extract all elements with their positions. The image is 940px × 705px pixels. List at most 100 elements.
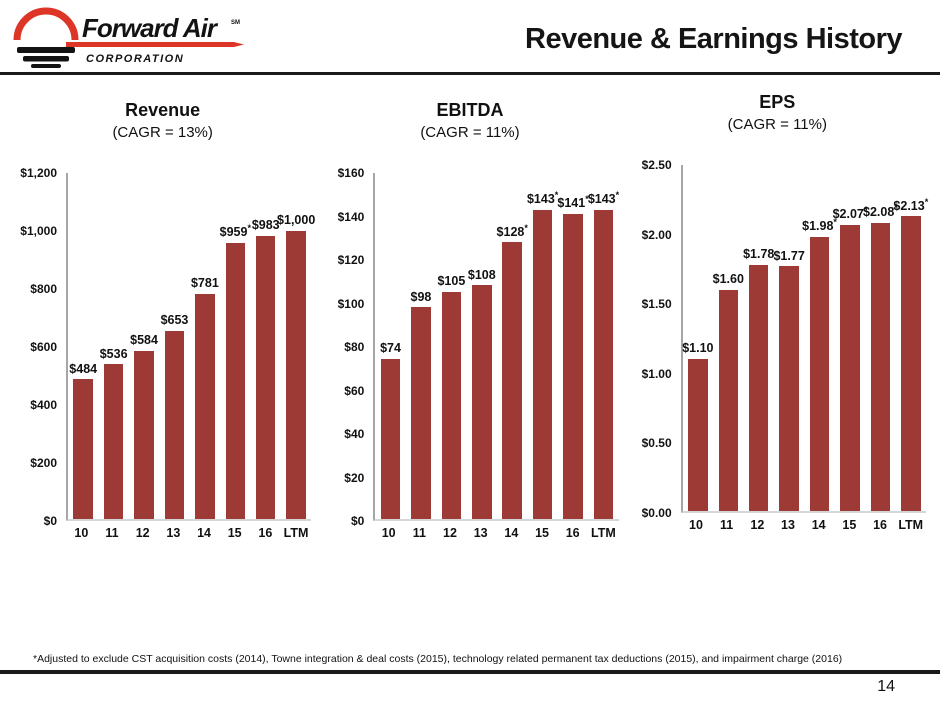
- logo-stripe-1: [17, 46, 75, 53]
- x-axis-tick-label: 11: [412, 526, 426, 540]
- bar-value-label: $2.07*: [832, 204, 868, 222]
- x-axis-tick-label: 11: [105, 526, 119, 540]
- y-axis-tick-label: $2.50: [641, 158, 672, 172]
- revenue-chart: Revenue (CAGR = 13%) $0 $200 $400 $600 $800 $…: [14, 100, 315, 540]
- bar-slot: $143*: [588, 173, 620, 519]
- bar: [502, 242, 522, 519]
- x-axis-tick-label: 10: [689, 518, 703, 532]
- bar-value-label: $2.13*: [893, 196, 929, 213]
- adjusted-asterisk: *: [247, 222, 251, 233]
- eps-x-axis: 10 11 12 13 14 15 16 LTM: [681, 518, 926, 532]
- revenue-plot-area: $484 $536 $584 $653 $781 $959* $983 $1,000: [66, 173, 315, 521]
- bar-slot: $1.10: [682, 165, 714, 511]
- logo-trademark: SM: [231, 20, 240, 26]
- bar-value-label: $781: [190, 276, 219, 291]
- revenue-chart-subtitle: (CAGR = 13%): [112, 124, 213, 141]
- bar-slot: $781: [190, 173, 220, 519]
- bar: [195, 293, 215, 519]
- bar: [532, 209, 553, 519]
- bar: [225, 242, 246, 519]
- bar-value-label: $536: [99, 346, 128, 361]
- y-axis-tick-label: $800: [30, 282, 57, 296]
- x-axis-tick-label: LTM: [283, 526, 309, 540]
- x-axis-tick-label: LTM: [898, 518, 924, 532]
- bar-value-label: $128*: [496, 222, 528, 239]
- bar: [809, 236, 830, 511]
- ebitda-plot: $0 $20 $40 $60 $80 $100 $120 $140 $160 $74 $98 $10…: [321, 166, 620, 528]
- bar-value-label: $143*: [526, 190, 559, 207]
- eps-plot-area: $1.10 $1.60 $1.78 $1.77 $1.98* $2.07* $2.08* $2…: [680, 165, 929, 513]
- bar: [840, 224, 860, 511]
- bar-slot: $983: [251, 173, 281, 519]
- eps-plot: $0.00 $0.50 $1.00 $1.50 $2.00 $2.50 $1.10 $1.6…: [629, 158, 929, 520]
- bar-value-label: $1.78: [743, 247, 775, 262]
- x-axis-tick-label: 10: [74, 526, 89, 540]
- bar-value-label: $653: [160, 313, 189, 328]
- bar-value-label: $1.77: [773, 248, 805, 263]
- header-divider: [0, 72, 940, 75]
- x-axis-tick-label: 15: [535, 526, 549, 540]
- bar: [901, 216, 921, 511]
- page-number: 14: [877, 678, 895, 695]
- y-axis-tick-label: $80: [344, 340, 365, 354]
- x-axis-tick-label: 12: [750, 518, 765, 532]
- y-axis-tick-label: $1,200: [20, 166, 57, 180]
- y-axis-tick-label: $0: [43, 514, 57, 528]
- bar-slot: $128*: [496, 173, 528, 519]
- bar-value-label: $584: [130, 333, 158, 348]
- bar-value-label: $74: [380, 341, 401, 356]
- eps-chart-subtitle: (CAGR = 11%): [727, 116, 827, 133]
- y-axis-tick-label: $400: [30, 398, 57, 412]
- x-axis-tick-label: 12: [443, 526, 457, 540]
- x-axis-tick-label: 13: [166, 526, 181, 540]
- ebitda-x-axis: 10 11 12 13 14 15 16 LTM: [373, 526, 618, 540]
- bar-value-label: $959*: [219, 222, 251, 239]
- adjusted-asterisk: *: [615, 190, 620, 201]
- y-axis-tick-label: $120: [337, 253, 365, 267]
- adjusted-asterisk: *: [833, 217, 837, 228]
- bar-slot: $2.07*: [832, 165, 868, 511]
- y-axis-tick-label: $600: [30, 340, 57, 354]
- bar-value-label: $2.08*: [862, 203, 898, 220]
- bar-value-label: $484: [69, 361, 98, 376]
- adjusted-asterisk: *: [524, 222, 528, 233]
- y-axis-tick-label: $1.00: [641, 366, 672, 381]
- y-axis-tick-label: $2.00: [641, 227, 672, 242]
- bar-slot: $1.77: [773, 165, 805, 511]
- ebitda-chart: EBITDA (CAGR = 11%) $0 $20 $40 $60 $80 $100 $1…: [321, 100, 620, 540]
- bar: [688, 358, 708, 511]
- y-axis-tick-label: $160: [337, 166, 365, 180]
- x-axis-tick-label: 10: [381, 526, 396, 540]
- bar: [103, 364, 124, 519]
- bar: [748, 264, 769, 511]
- logo-sun-arc: [13, 7, 79, 40]
- bar-slot: $584: [129, 173, 159, 519]
- bar-slot: $143*: [526, 173, 559, 519]
- logo-stripe-3: [31, 63, 61, 68]
- bar-slot: $1.78: [743, 165, 775, 511]
- bar-slot: $108: [467, 173, 497, 519]
- bar: [870, 223, 891, 511]
- adjusted-asterisk: *: [863, 204, 868, 215]
- logo-corporation-text: CORPORATION: [86, 53, 184, 65]
- bar: [441, 291, 462, 519]
- eps-chart-title: EPS: [759, 92, 796, 112]
- bar-slot: $1,000: [277, 173, 315, 519]
- x-axis-tick-label: 12: [135, 526, 150, 540]
- bar-value-label: $141*: [557, 194, 589, 211]
- ebitda-chart-title: EBITDA: [436, 100, 504, 120]
- footer-divider: [0, 670, 940, 674]
- x-axis-tick-label: 16: [258, 526, 273, 540]
- y-axis-tick-label: $40: [344, 427, 365, 441]
- header: Forward Air SM CORPORATION Revenue & Ear…: [0, 0, 940, 72]
- revenue-bars: $484 $536 $584 $653 $781 $959* $983 $1,000: [68, 173, 315, 519]
- logo-swoosh: [66, 41, 244, 47]
- bar-slot: $74: [375, 173, 405, 519]
- revenue-plot: $0 $200 $400 $600 $800 $1,000 $1,200 $484 $536 $…: [14, 166, 315, 528]
- x-axis-tick-label: 13: [473, 526, 488, 540]
- bar: [718, 289, 739, 511]
- ebitda-bars: $74 $98 $105 $108 $128* $143* $141* $143*: [375, 173, 620, 519]
- x-axis-tick-label: 13: [781, 518, 795, 532]
- logo-brand-text: Forward Air: [82, 13, 219, 43]
